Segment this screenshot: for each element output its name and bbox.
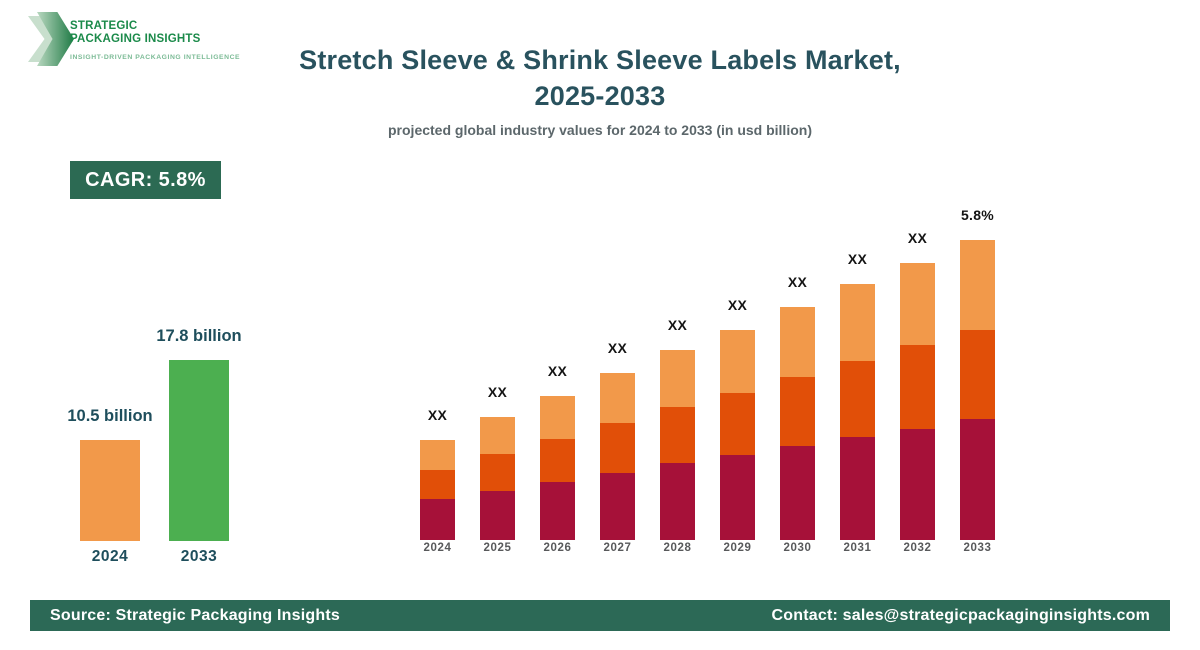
forecast-bar-2025-middle-segment — [480, 454, 515, 491]
footer-contact-text: Contact: sales@strategicpackaginginsight… — [771, 606, 1150, 624]
logo-tagline: INSIGHT-DRIVEN PACKAGING INTELLIGENCE — [70, 54, 241, 61]
forecast-bar-2027-top-segment — [600, 373, 635, 423]
forecast-year-label-2026: 2026 — [543, 542, 572, 554]
forecast-bar-2029 — [720, 330, 755, 540]
summary-bar-2033 — [169, 360, 229, 541]
title-block: Stretch Sleeve & Shrink Sleeve Labels Ma… — [0, 42, 1200, 138]
forecast-bar-2026 — [540, 396, 575, 540]
summary-year-label-2024: 2024 — [91, 548, 129, 565]
forecast-bar-2028 — [660, 350, 695, 540]
forecast-bar-2031 — [840, 284, 875, 540]
forecast-bar-2024-bottom-segment — [420, 499, 455, 540]
logo-text: STRATEGIC PACKAGING INSIGHTS INSIGHT-DRI… — [70, 20, 260, 61]
page-title-line2: 2025-2033 — [534, 81, 666, 111]
forecast-bar-2028-bottom-segment — [660, 463, 695, 540]
forecast-value-label-2025: XX — [487, 384, 508, 400]
forecast-bar-2025 — [480, 417, 515, 540]
forecast-year-label-2030: 2030 — [783, 542, 812, 554]
page-subtitle: projected global industry values for 202… — [388, 122, 812, 138]
forecast-bar-2025-bottom-segment — [480, 491, 515, 540]
forecast-bar-2031-middle-segment — [840, 361, 875, 437]
summary-value-label-2033: 17.8 billion — [156, 327, 242, 345]
forecast-value-label-2026: XX — [547, 363, 568, 379]
footer-bar: Source: Strategic Packaging Insights Con… — [30, 600, 1170, 631]
forecast-bar-2029-top-segment — [720, 330, 755, 393]
forecast-year-label-2033: 2033 — [963, 542, 992, 554]
forecast-bar-2029-bottom-segment — [720, 455, 755, 540]
forecast-bar-2033-bottom-segment — [960, 419, 995, 540]
forecast-bar-2025-top-segment — [480, 417, 515, 454]
forecast-bar-2024-middle-segment — [420, 470, 455, 499]
forecast-bar-2033-top-segment — [960, 240, 995, 330]
forecast-bar-2024 — [420, 440, 455, 540]
forecast-value-label-2027: XX — [607, 340, 628, 356]
forecast-year-label-2029: 2029 — [723, 542, 752, 554]
forecast-bar-2032 — [900, 263, 935, 540]
forecast-bar-2030-top-segment — [780, 307, 815, 377]
double-chevron-right-icon — [28, 12, 74, 66]
forecast-value-label-2033: 5.8% — [960, 207, 995, 223]
forecast-bar-2028-top-segment — [660, 350, 695, 407]
logo-name-line2: PACKAGING INSIGHTS — [70, 33, 201, 45]
logo-name-line1: STRATEGIC — [70, 20, 138, 32]
forecast-bar-2030-bottom-segment — [780, 446, 815, 540]
forecast-bar-2033 — [960, 240, 995, 540]
forecast-bar-2027-bottom-segment — [600, 473, 635, 540]
forecast-bar-2030-middle-segment — [780, 377, 815, 446]
forecast-year-label-2031: 2031 — [843, 542, 872, 554]
forecast-value-label-2030: XX — [787, 274, 808, 290]
cagr-badge: CAGR: 5.8% — [70, 161, 221, 199]
forecast-value-label-2032: XX — [907, 230, 928, 246]
logo: STRATEGIC PACKAGING INSIGHTS INSIGHT-DRI… — [28, 10, 258, 70]
forecast-year-label-2025: 2025 — [483, 542, 512, 554]
forecast-bar-2032-middle-segment — [900, 345, 935, 429]
summary-value-label-2024: 10.5 billion — [67, 407, 153, 425]
forecast-value-label-2029: XX — [727, 297, 748, 313]
forecast-bar-2027-middle-segment — [600, 423, 635, 473]
summary-year-label-2033: 2033 — [180, 548, 218, 565]
page-title-line1: Stretch Sleeve & Shrink Sleeve Labels Ma… — [299, 45, 901, 75]
forecast-year-label-2027: 2027 — [603, 542, 632, 554]
forecast-bar-2026-middle-segment — [540, 439, 575, 482]
forecast-bar-2029-middle-segment — [720, 393, 755, 455]
forecast-value-label-2024: XX — [427, 407, 448, 423]
forecast-bar-2033-middle-segment — [960, 330, 995, 419]
forecast-year-label-2028: 2028 — [663, 542, 692, 554]
footer-source-text: Source: Strategic Packaging Insights — [50, 606, 340, 624]
forecast-year-label-2032: 2032 — [903, 542, 932, 554]
forecast-value-label-2028: XX — [667, 317, 688, 333]
summary-bar-2024 — [80, 440, 140, 541]
forecast-value-label-2031: XX — [847, 251, 868, 267]
forecast-bar-2026-top-segment — [540, 396, 575, 439]
forecast-bar-2024-top-segment — [420, 440, 455, 470]
forecast-bar-2030 — [780, 307, 815, 540]
forecast-year-label-2024: 2024 — [423, 542, 452, 554]
forecast-bar-2031-top-segment — [840, 284, 875, 361]
forecast-bar-2026-bottom-segment — [540, 482, 575, 540]
forecast-bar-2032-bottom-segment — [900, 429, 935, 540]
forecast-bar-2032-top-segment — [900, 263, 935, 345]
forecast-bar-2027 — [600, 373, 635, 540]
forecast-bar-2028-middle-segment — [660, 407, 695, 463]
forecast-bar-2031-bottom-segment — [840, 437, 875, 540]
